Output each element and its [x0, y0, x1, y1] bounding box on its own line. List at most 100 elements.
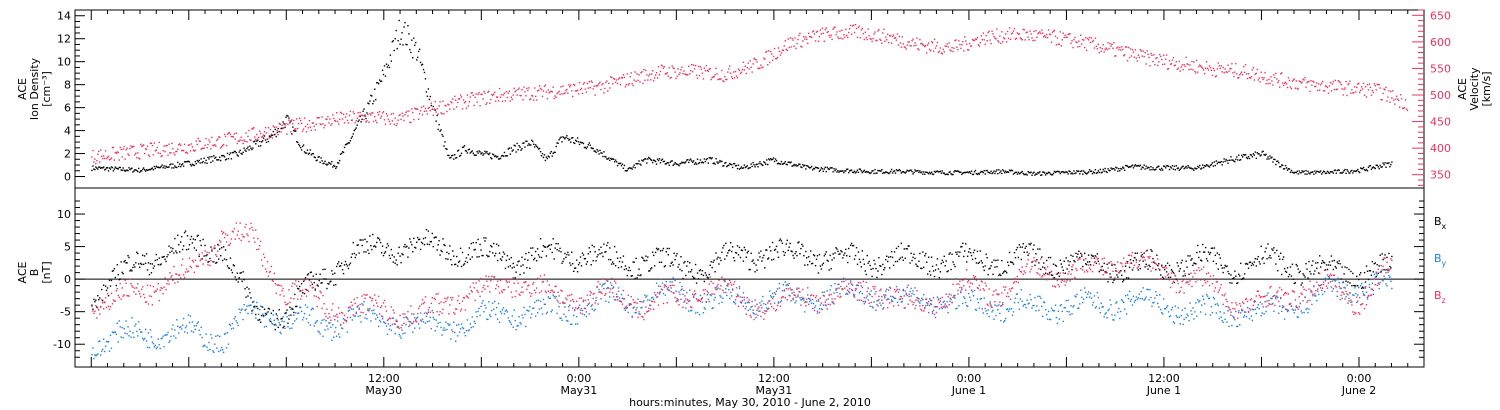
data-point	[712, 162, 714, 165]
data-point	[660, 261, 663, 264]
data-point	[886, 255, 888, 258]
data-point	[289, 122, 291, 124]
data-point	[1251, 262, 1254, 265]
data-point	[426, 320, 429, 323]
data-point	[645, 158, 647, 160]
data-point	[161, 164, 163, 166]
data-point	[439, 254, 441, 256]
data-point	[411, 322, 413, 325]
data-point	[501, 154, 504, 157]
data-point	[498, 87, 501, 90]
data-point	[735, 75, 738, 77]
data-point	[1377, 166, 1379, 168]
data-point	[775, 290, 778, 293]
data-point	[817, 300, 820, 302]
data-point	[1231, 282, 1233, 284]
data-point	[724, 280, 726, 283]
data-point	[1390, 163, 1392, 166]
data-point	[989, 267, 991, 270]
data-point	[211, 136, 213, 139]
data-point	[943, 255, 945, 257]
data-point	[932, 50, 935, 52]
data-point	[1198, 166, 1200, 169]
data-point	[1367, 166, 1370, 169]
data-point	[824, 304, 826, 306]
data-point	[741, 68, 744, 71]
data-point	[1178, 169, 1180, 171]
data-point	[1195, 263, 1197, 265]
data-point	[1105, 47, 1107, 49]
data-point	[818, 308, 821, 310]
data-point	[162, 335, 164, 337]
data-point	[702, 78, 705, 80]
data-point	[290, 131, 292, 133]
data-point	[415, 247, 417, 249]
data-point	[1355, 91, 1357, 93]
data-point	[836, 291, 838, 294]
data-point	[1038, 172, 1040, 174]
data-point	[106, 341, 109, 343]
data-point	[1318, 272, 1320, 274]
data-point	[155, 253, 158, 256]
data-point	[294, 128, 296, 130]
data-point	[1278, 255, 1280, 257]
data-point	[209, 348, 211, 351]
data-point	[541, 250, 544, 253]
data-point	[207, 143, 209, 146]
data-point	[187, 144, 190, 147]
data-point	[668, 67, 670, 69]
data-point	[752, 63, 754, 65]
data-point	[532, 140, 534, 143]
data-point	[426, 243, 429, 245]
data-point	[920, 171, 922, 174]
data-point	[228, 267, 231, 269]
data-point	[789, 162, 791, 164]
data-point	[857, 284, 860, 287]
data-point	[219, 248, 221, 250]
data-point	[700, 273, 703, 276]
data-point	[466, 261, 469, 264]
data-point	[1088, 36, 1091, 39]
data-point	[167, 253, 169, 256]
data-point	[1324, 172, 1327, 175]
data-point	[1025, 31, 1027, 34]
data-point	[609, 247, 611, 249]
data-point	[380, 115, 383, 117]
data-point	[548, 244, 551, 246]
data-point	[627, 311, 630, 314]
data-point	[710, 260, 712, 263]
data-point	[149, 142, 152, 145]
data-point	[458, 98, 461, 100]
data-point	[675, 290, 677, 292]
data-point	[538, 308, 541, 310]
data-point	[498, 252, 501, 254]
data-point	[290, 308, 292, 311]
data-point	[1276, 78, 1278, 80]
data-point	[748, 68, 750, 70]
data-point	[902, 171, 905, 173]
data-point	[768, 158, 770, 160]
data-point	[189, 150, 192, 152]
data-point	[560, 317, 562, 320]
data-point	[584, 146, 587, 149]
data-point	[916, 37, 918, 39]
data-point	[466, 94, 469, 96]
data-point	[225, 158, 228, 160]
data-point	[656, 77, 659, 79]
data-point	[1376, 263, 1378, 266]
data-point	[494, 300, 496, 303]
data-point	[807, 294, 809, 296]
data-point	[1273, 158, 1275, 161]
data-point	[792, 297, 794, 300]
data-point	[271, 323, 274, 325]
data-point	[921, 42, 923, 45]
data-point	[154, 150, 157, 152]
data-point	[1175, 60, 1178, 63]
data-point	[1013, 172, 1016, 174]
data-point	[547, 155, 550, 157]
data-point	[809, 166, 812, 169]
data-point	[507, 148, 510, 150]
data-point	[628, 167, 630, 169]
data-point	[764, 267, 766, 269]
data-point	[1090, 254, 1093, 256]
